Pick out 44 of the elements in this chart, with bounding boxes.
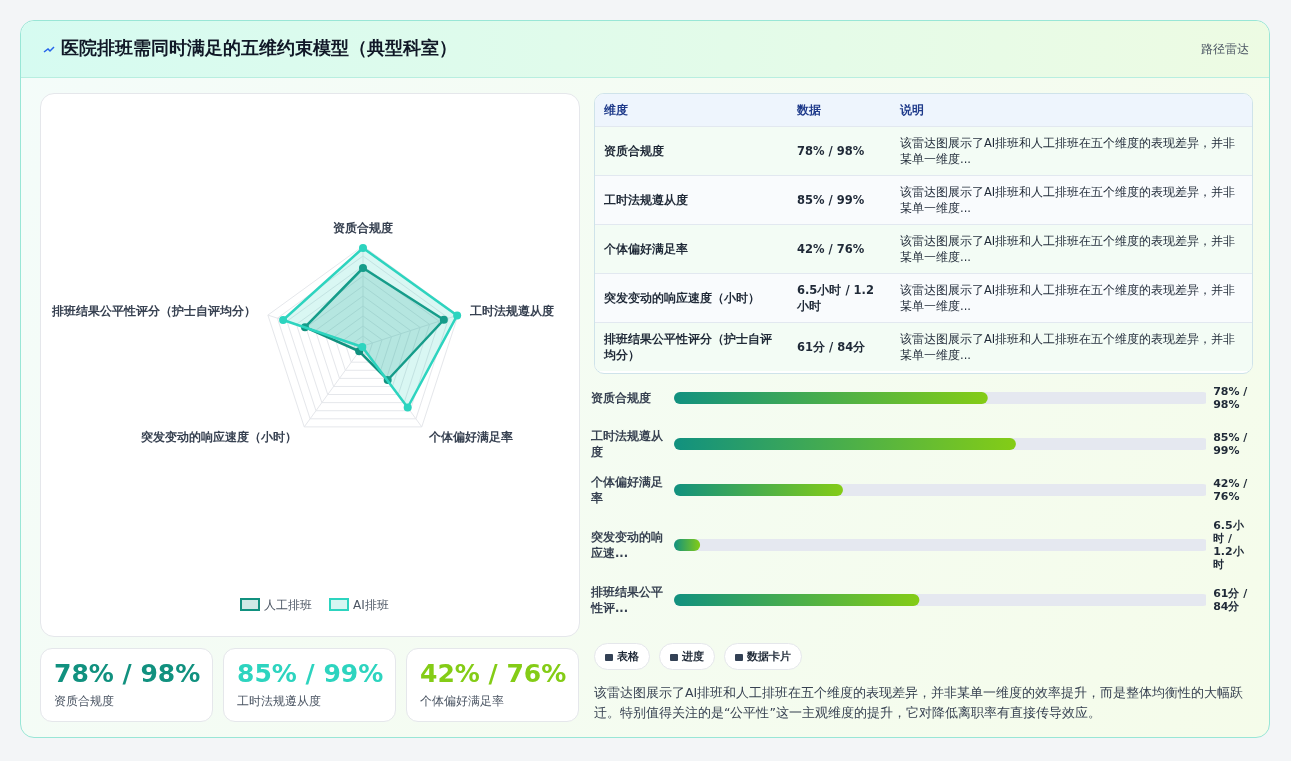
text: 数据 [796,101,822,119]
text: 85% / 99% [237,659,384,688]
spoke-label: 资质合规度 [333,221,393,235]
text: 排班结果公平性评分（护士自评均分） [595,322,788,371]
data-label: 78% / 98% [1213,385,1249,411]
legend-label: AI排班 [353,598,389,612]
text: 61分 / 84分 [788,322,891,371]
text: 该雷达图展示了AI排班和人工排班在五个维度的表现差异，并非某单一维度... [891,175,1252,224]
text: 突发变动的响应速度（小时） [595,273,788,322]
spoke-label: 突发变动的响应速度（小时） [140,429,298,444]
y-tick-label: 突发变动的响应速... [591,529,664,561]
text: 工时法规遵从度 [237,694,321,709]
spoke-label: 排班结果公平性评分（护士自评均分） [51,304,257,319]
legend-label: 人工排班 [264,598,312,612]
text: 该雷达图展示了AI排班和人工排班在五个维度的表现差异，并非某单一维度... [891,224,1252,273]
text: 该雷达图展示了AI排班和人工排班在五个维度的表现差异，并非某单一维度... [891,126,1252,175]
text: 个体偏好满足率 [420,694,504,709]
text: 6.5小时 / 1.2小时 [788,273,891,322]
text: 78% / 98% [788,126,891,175]
text: 医院排班需同时满足的五维约束模型（典型科室） [61,36,457,60]
text: 说明 [899,101,925,119]
text: 进度 [659,643,715,670]
data-label: 42% / 76% [1213,477,1249,503]
data-label: 61分 / 84分 [1213,587,1249,613]
text: 85% / 99% [788,175,891,224]
text: 78% / 98% [54,659,201,688]
text: 42% / 76% [788,224,891,273]
text: 维度 [603,101,629,119]
data-label: 85% / 99% [1213,431,1249,457]
text: 数据卡片 [724,643,802,670]
text: 路径雷达 [1201,41,1249,58]
text: 表格 [594,643,650,670]
spoke-label: 工时法规遵从度 [468,304,554,319]
y-tick-label: 个体偏好满足率 [591,474,664,506]
text: 资质合规度 [54,694,114,709]
y-tick-label: 资质合规度 [591,390,652,406]
text: 该雷达图展示了AI排班和人工排班在五个维度的表现差异，并非某单一维度... [891,273,1252,322]
y-tick-label: 排班结果公平性评... [591,584,664,616]
text: 该雷达图展示了AI排班和人工排班在五个维度的表现差异，并非某单一维度的效率提升，而是整体均衡性的大幅跃迁。特别值得关注的是“公平性”这一主观维度的提升，它对降低离职率有直接传导效应。 [594,684,1245,722]
data-label: 6.5小时 / 1.2小时 [1213,519,1245,571]
text: 该雷达图展示了AI排班和人工排班在五个维度的表现差异，并非某单一维度... [891,322,1252,371]
text: 42% / 76% [420,659,567,688]
spoke-label: 个体偏好满足率 [427,429,513,444]
y-tick-label: 工时法规遵从度 [591,428,664,460]
